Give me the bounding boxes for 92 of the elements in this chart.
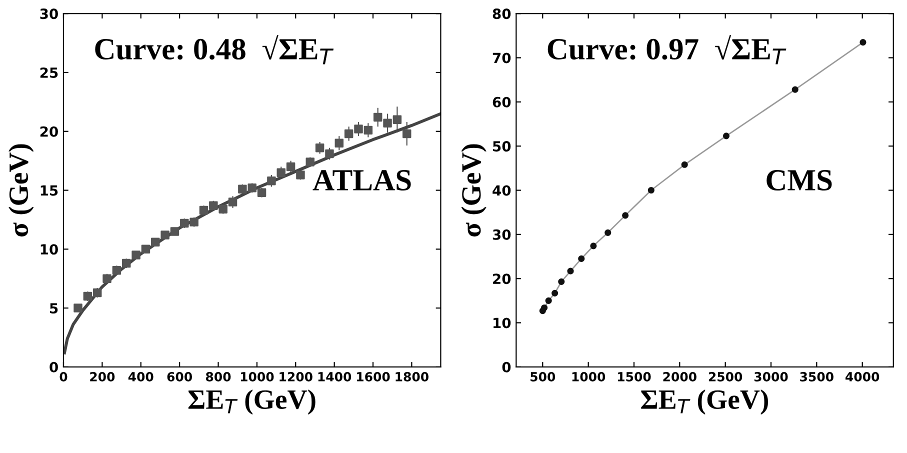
- x-tick-label: 1400: [318, 372, 352, 382]
- point: [402, 129, 412, 138]
- point: [180, 218, 189, 228]
- point: [792, 86, 798, 93]
- y-tick-label: 30: [40, 8, 58, 20]
- point: [238, 184, 247, 194]
- point: [383, 118, 392, 128]
- point: [354, 124, 363, 134]
- x-tick-label: 200: [90, 372, 115, 382]
- y-tick-label: 40: [492, 185, 511, 196]
- y-tick-label: 25: [40, 67, 58, 78]
- x-axis-title: ΣE$_{T}$ (GeV): [188, 389, 316, 415]
- y-tick-label: 15: [40, 185, 58, 196]
- point: [112, 266, 122, 275]
- point: [567, 268, 574, 274]
- point: [74, 304, 82, 312]
- x-tick-label: 0: [60, 372, 68, 382]
- point: [267, 176, 276, 186]
- point: [296, 170, 305, 180]
- x-tick-label: 400: [128, 372, 154, 382]
- x-axis-title: ΣE$_{T}$ (GeV): [641, 389, 768, 415]
- line-series: [63, 112, 441, 354]
- y-tick-label: 80: [492, 8, 511, 20]
- point: [392, 115, 402, 124]
- x-tick-label: 2500: [708, 372, 742, 382]
- point: [276, 168, 286, 177]
- point: [306, 158, 315, 166]
- point: [199, 206, 208, 215]
- point: [122, 258, 131, 268]
- y-tick-label: 50: [493, 141, 511, 152]
- point: [315, 143, 324, 152]
- y-axis-title: σ (GeV): [461, 144, 486, 236]
- annotation: ATLAS: [312, 170, 411, 191]
- y-tick-label: 60: [492, 96, 511, 108]
- point: [722, 132, 730, 140]
- point: [257, 188, 266, 197]
- y-axis-title: σ (GeV): [8, 144, 34, 236]
- point: [578, 255, 585, 262]
- point: [364, 126, 373, 135]
- point: [622, 212, 629, 219]
- point: [218, 204, 228, 214]
- x-tick-label: 4000: [846, 372, 880, 382]
- y-tick-label: 0: [50, 362, 58, 372]
- x-tick-label: 1000: [240, 372, 274, 382]
- x-tick-label: 1000: [572, 372, 606, 382]
- point: [190, 218, 198, 226]
- x-tick-label: 1600: [357, 372, 390, 382]
- y-tick-label: 70: [492, 52, 511, 64]
- y-tick-label: 20: [40, 126, 58, 137]
- y-tick-label: 5: [50, 303, 58, 314]
- point: [228, 198, 238, 206]
- point: [102, 274, 112, 283]
- y-tick-label: 20: [493, 274, 511, 284]
- point: [160, 230, 170, 240]
- point: [83, 292, 92, 301]
- point: [141, 244, 150, 254]
- x-tick-label: 600: [167, 372, 192, 382]
- x-tick-label: 1500: [618, 372, 651, 382]
- point: [132, 250, 140, 260]
- point: [558, 278, 565, 285]
- point: [170, 227, 180, 236]
- point: [373, 112, 382, 122]
- annotation: Curve: 0.48 √ΣE$_{T}$: [95, 35, 334, 64]
- point: [325, 149, 334, 158]
- point: [286, 162, 296, 172]
- point: [648, 186, 654, 194]
- annotation: CMS: [766, 170, 832, 191]
- x-tick-label: 500: [530, 372, 556, 382]
- point: [541, 304, 548, 312]
- point: [545, 297, 552, 304]
- x-tick-label: 1200: [280, 372, 312, 382]
- point: [552, 290, 558, 296]
- point: [860, 39, 866, 46]
- y-tick-label: 0: [502, 362, 511, 372]
- y-tick-label: 10: [494, 318, 511, 328]
- point: [151, 238, 160, 246]
- point: [209, 201, 218, 210]
- x-tick-label: 2000: [663, 372, 696, 382]
- y-tick-label: 10: [40, 244, 58, 255]
- point: [248, 184, 256, 192]
- y-tick-label: 30: [492, 229, 511, 240]
- point: [604, 229, 612, 236]
- x-tick-label: 800: [206, 372, 231, 382]
- point: [334, 138, 344, 148]
- point: [590, 242, 597, 250]
- x-tick-label: 1800: [396, 372, 428, 382]
- x-tick-label: 3000: [754, 372, 788, 382]
- annotation: Curve: 0.97 √ΣE$_{T}$: [548, 35, 786, 64]
- point: [344, 129, 354, 138]
- point: [681, 161, 688, 168]
- point: [92, 288, 102, 298]
- x-tick-label: 3500: [800, 372, 834, 382]
